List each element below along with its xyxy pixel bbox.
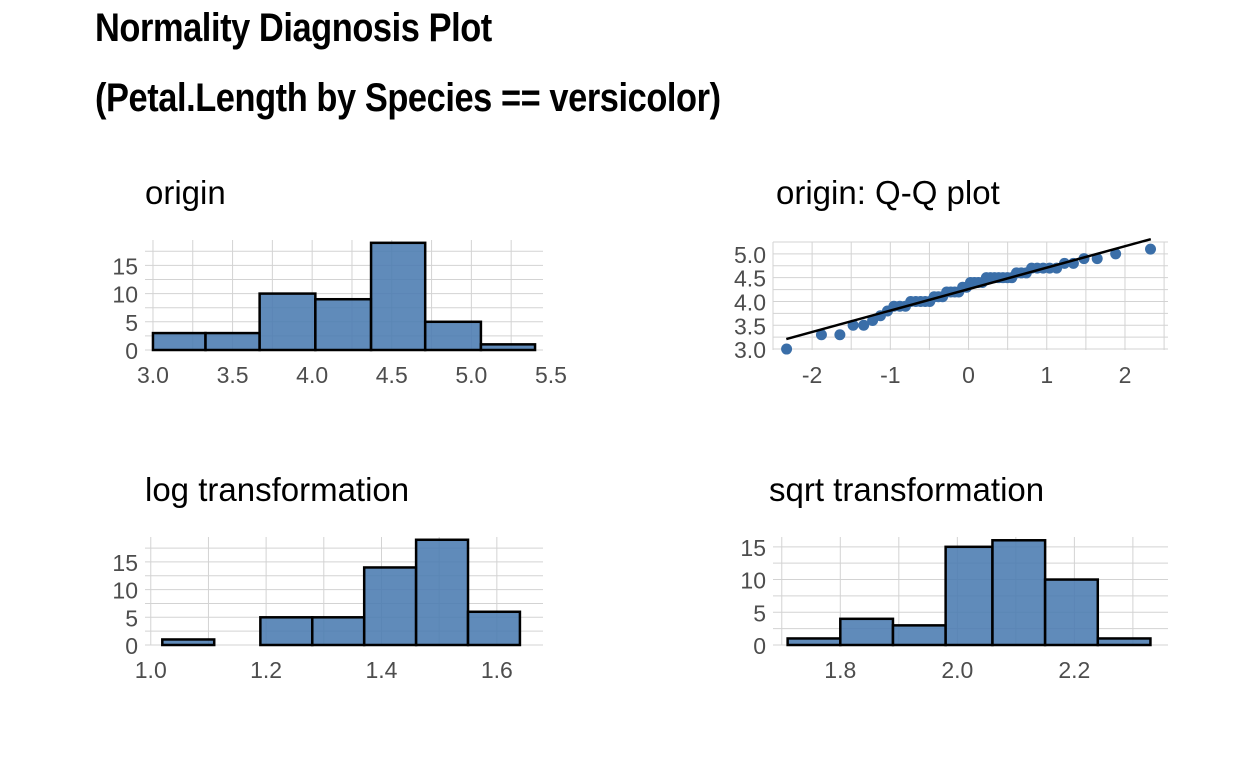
histogram-bar (259, 616, 314, 647)
panel-title: origin: Q-Q plot (776, 174, 1000, 211)
histogram-bar (369, 241, 427, 352)
histogram-bar (466, 610, 522, 647)
y-tick-label: 3.0 (734, 337, 766, 363)
x-tick-label: 0 (962, 362, 975, 388)
chart-title-line1: Normality Diagnosis Plot (95, 6, 492, 50)
qq-reference-line (785, 237, 1152, 341)
y-tick-label: 5 (125, 310, 138, 336)
y-tick-label: 10 (112, 282, 138, 308)
y-tick-label: 5 (125, 605, 138, 631)
x-tick-label: 2 (1119, 362, 1132, 388)
histogram-bar (1096, 637, 1152, 647)
x-tick-label: 5.5 (535, 362, 567, 388)
qq-point (834, 329, 846, 341)
y-tick-label: 15 (112, 253, 138, 279)
y-tick-label: 5 (753, 600, 766, 626)
chart-title-line2: (Petal.Length by Species == versicolor) (95, 76, 721, 120)
x-tick-label: 1.2 (250, 657, 282, 683)
histogram-bar (479, 343, 537, 352)
histogram-bar (891, 624, 947, 647)
y-tick-label: 15 (740, 535, 766, 561)
histogram-bar (991, 539, 1047, 647)
histogram-bar (161, 638, 216, 647)
histogram-bar (1043, 578, 1100, 647)
y-tick-label: 0 (753, 633, 766, 659)
y-tick-label: 4.0 (734, 289, 766, 315)
y-tick-label: 5.0 (734, 242, 766, 268)
histogram-bar (311, 616, 366, 647)
qq-point (1091, 253, 1103, 265)
x-tick-label: 1.0 (135, 657, 167, 683)
x-tick-label: 5.0 (455, 362, 487, 388)
qq-point (815, 329, 827, 341)
x-tick-label: 1 (1040, 362, 1053, 388)
histogram-bar (151, 331, 207, 352)
histogram-bar (258, 292, 317, 352)
histogram-bar (423, 320, 483, 352)
x-tick-label: 4.0 (296, 362, 328, 388)
qq-point (858, 319, 870, 331)
y-tick-label: 10 (112, 578, 138, 604)
y-tick-label: 10 (740, 568, 766, 594)
qq-point (1110, 248, 1122, 260)
panel-qq: origin: Q-Q plot -2 -1 0 1 2 3.03.54.04.55.0 (734, 174, 1168, 388)
x-tick-label: 2.2 (1058, 657, 1090, 683)
y-tick-label: 3.5 (734, 313, 766, 339)
x-tick-label: 1.6 (481, 657, 513, 683)
histogram-bar (414, 538, 470, 647)
panel-sqrt: sqrt transformation 1.8 2.0 2.2 0 5 10 15 (740, 471, 1168, 683)
panel-title: sqrt transformation (769, 471, 1044, 508)
panel-title: origin (145, 174, 226, 211)
histogram-bar (839, 617, 895, 647)
qq-point (1145, 243, 1157, 255)
x-tick-label: 2.0 (941, 657, 973, 683)
qq-point (781, 343, 793, 355)
x-tick-label: 4.5 (376, 362, 408, 388)
histogram-bar (362, 566, 418, 647)
histogram-bar (944, 545, 994, 647)
x-tick-label: 3.0 (137, 362, 169, 388)
histogram-bar (204, 331, 261, 352)
grid (772, 241, 1168, 350)
x-tick-label: -2 (802, 362, 822, 388)
y-tick-label: 4.5 (734, 266, 766, 292)
panel-title: log transformation (145, 471, 409, 508)
y-tick-label: 15 (112, 550, 138, 576)
histogram-bar (786, 637, 842, 647)
y-tick-label: 0 (125, 338, 138, 364)
x-tick-label: 3.5 (217, 362, 249, 388)
x-tick-label: -1 (880, 362, 900, 388)
x-tick-label: 1.4 (366, 657, 398, 683)
x-tick-label: 1.8 (824, 657, 856, 683)
histogram-bar (314, 297, 373, 352)
y-tick-label: 0 (125, 633, 138, 659)
